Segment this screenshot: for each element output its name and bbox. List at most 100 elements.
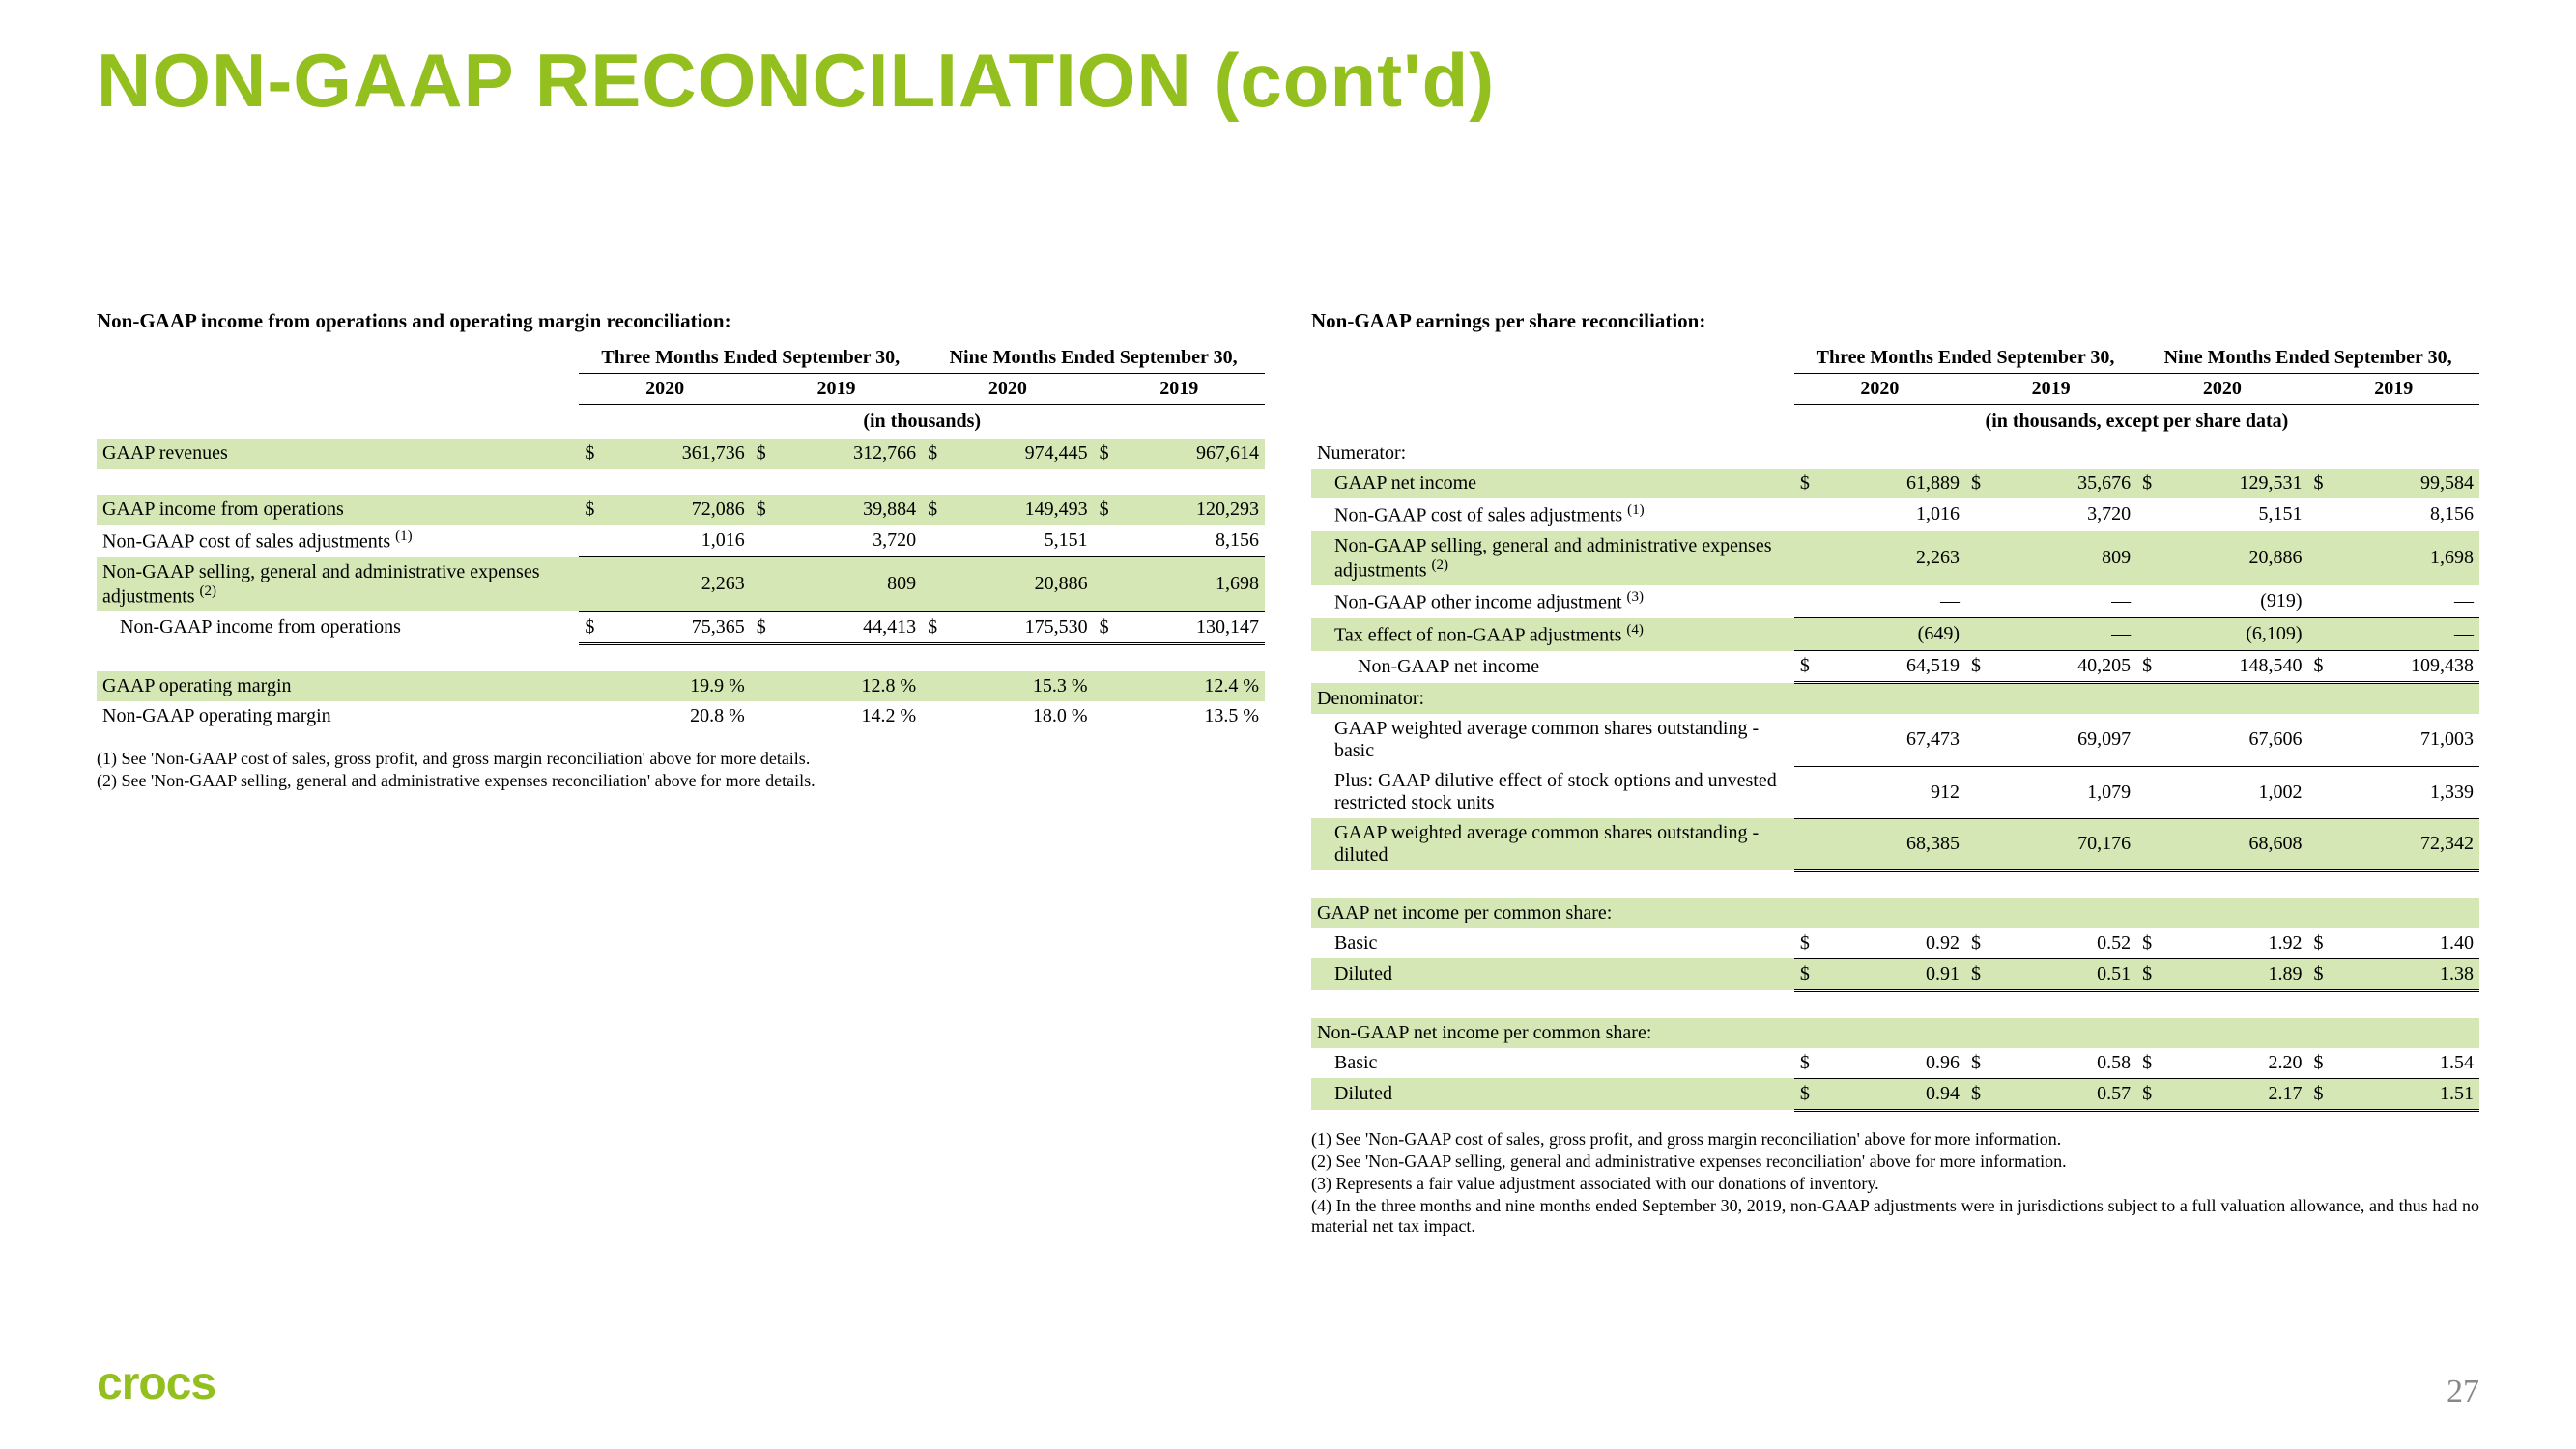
row-label: Non-GAAP cost of sales adjustments (1) — [1311, 498, 1794, 531]
value-cell: 35,676 — [1987, 469, 2136, 498]
value-cell: 2,263 — [1816, 531, 1965, 586]
value-cell: 71,003 — [2330, 714, 2479, 766]
value-cell: 1,079 — [1987, 766, 2136, 818]
value-cell: 61,889 — [1816, 469, 1965, 498]
currency-symbol: $ — [1794, 928, 1816, 959]
currency-symbol: $ — [579, 611, 600, 643]
right-row-r13: Diluted$0.94$0.57$2.17$1.51 — [1311, 1078, 2479, 1110]
left-row-r3: Non-GAAP cost of sales adjustments (1)1,… — [97, 525, 1265, 557]
currency-symbol — [2308, 818, 2330, 870]
value-cell: 148,540 — [2158, 651, 2307, 683]
row-label: GAAP weighted average common shares outs… — [1311, 818, 1794, 870]
value-cell: 1,339 — [2330, 766, 2479, 818]
row-label: Tax effect of non-GAAP adjustments (4) — [1311, 618, 1794, 651]
value-cell: 3,720 — [772, 525, 922, 557]
right-row-r10: Basic$0.92$0.52$1.92$1.40 — [1311, 928, 2479, 959]
value-cell: 0.57 — [1987, 1078, 2136, 1110]
currency-symbol — [922, 701, 943, 731]
currency-symbol — [751, 671, 772, 701]
currency-symbol — [2136, 498, 2158, 531]
left-table-title: Non-GAAP income from operations and oper… — [97, 309, 1265, 333]
row-label: Non-GAAP net income per common share: — [1311, 1018, 2479, 1048]
row-label: Diluted — [1311, 1078, 1794, 1110]
row-label: GAAP income from operations — [97, 495, 579, 525]
currency-symbol: $ — [1965, 1078, 1987, 1110]
value-cell: 20,886 — [943, 557, 1093, 612]
value-cell: (649) — [1816, 618, 1965, 651]
row-label: GAAP net income per common share: — [1311, 898, 2479, 928]
value-cell: 974,445 — [943, 439, 1093, 469]
value-cell: 2.20 — [2158, 1048, 2307, 1079]
value-cell: 1.51 — [2330, 1078, 2479, 1110]
currency-symbol: $ — [922, 495, 943, 525]
left-y3: 2020 — [922, 374, 1093, 405]
currency-symbol — [2308, 531, 2330, 586]
right-row-r1: GAAP net income$61,889$35,676$129,531$99… — [1311, 469, 2479, 498]
currency-symbol — [1794, 714, 1816, 766]
currency-symbol — [2136, 531, 2158, 586]
value-cell: 44,413 — [772, 611, 922, 643]
right-row-h3: GAAP net income per common share: — [1311, 898, 2479, 928]
value-cell: 0.58 — [1987, 1048, 2136, 1079]
value-cell: 1,698 — [1115, 557, 1265, 612]
right-period-9m: Nine Months Ended September 30, — [2136, 343, 2479, 374]
currency-symbol — [751, 525, 772, 557]
value-cell: — — [1987, 585, 2136, 618]
currency-symbol: $ — [579, 439, 600, 469]
currency-symbol — [579, 671, 600, 701]
right-row-r8: Plus: GAAP dilutive effect of stock opti… — [1311, 766, 2479, 818]
currency-symbol: $ — [579, 495, 600, 525]
value-cell: 12.4 % — [1115, 671, 1265, 701]
row-label: Non-GAAP other income adjustment (3) — [1311, 585, 1794, 618]
right-foot-3: (3) Represents a fair value adjustment a… — [1311, 1174, 2479, 1194]
currency-symbol — [2136, 618, 2158, 651]
value-cell: 149,493 — [943, 495, 1093, 525]
left-row-r1: GAAP revenues$361,736$312,766$974,445$96… — [97, 439, 1265, 469]
brand-logo: crocs — [97, 1357, 215, 1410]
value-cell: 39,884 — [772, 495, 922, 525]
value-cell: 2,263 — [600, 557, 750, 612]
left-foot-1: (1) See 'Non-GAAP cost of sales, gross p… — [97, 749, 1265, 769]
left-row-r7: Non-GAAP operating margin20.8 %14.2 %18.… — [97, 701, 1265, 731]
value-cell: 8,156 — [1115, 525, 1265, 557]
value-cell: 120,293 — [1115, 495, 1265, 525]
spacer-row — [97, 469, 1265, 495]
value-cell: — — [1987, 618, 2136, 651]
value-cell: 20,886 — [2158, 531, 2307, 586]
currency-symbol — [2308, 618, 2330, 651]
value-cell: (6,109) — [2158, 618, 2307, 651]
value-cell: 0.52 — [1987, 928, 2136, 959]
currency-symbol: $ — [922, 611, 943, 643]
currency-symbol — [1094, 671, 1115, 701]
left-y4: 2019 — [1094, 374, 1265, 405]
value-cell: 5,151 — [943, 525, 1093, 557]
value-cell: 1,698 — [2330, 531, 2479, 586]
value-cell: 967,614 — [1115, 439, 1265, 469]
value-cell: 0.92 — [1816, 928, 1965, 959]
row-label: Plus: GAAP dilutive effect of stock opti… — [1311, 766, 1794, 818]
currency-symbol — [1965, 766, 1987, 818]
left-row-r2: GAAP income from operations$72,086$39,88… — [97, 495, 1265, 525]
value-cell: 67,473 — [1816, 714, 1965, 766]
left-units: (in thousands) — [579, 405, 1265, 440]
value-cell: 1,002 — [2158, 766, 2307, 818]
row-label: Non-GAAP selling, general and administra… — [1311, 531, 1794, 586]
left-table: Three Months Ended September 30, Nine Mo… — [97, 343, 1265, 731]
value-cell: 69,097 — [1987, 714, 2136, 766]
currency-symbol: $ — [1794, 1078, 1816, 1110]
currency-symbol — [579, 557, 600, 612]
left-footnotes: (1) See 'Non-GAAP cost of sales, gross p… — [97, 749, 1265, 791]
left-column: Non-GAAP income from operations and oper… — [97, 309, 1265, 1238]
value-cell: 68,608 — [2158, 818, 2307, 870]
currency-symbol: $ — [1965, 1048, 1987, 1079]
currency-symbol — [1965, 531, 1987, 586]
value-cell: 72,342 — [2330, 818, 2479, 870]
currency-symbol: $ — [2308, 1078, 2330, 1110]
currency-symbol: $ — [751, 611, 772, 643]
right-table-title: Non-GAAP earnings per share reconciliati… — [1311, 309, 2479, 333]
value-cell: 3,720 — [1987, 498, 2136, 531]
currency-symbol: $ — [1794, 1048, 1816, 1079]
currency-symbol — [1965, 618, 1987, 651]
value-cell: 361,736 — [600, 439, 750, 469]
right-row-r9: GAAP weighted average common shares outs… — [1311, 818, 2479, 870]
